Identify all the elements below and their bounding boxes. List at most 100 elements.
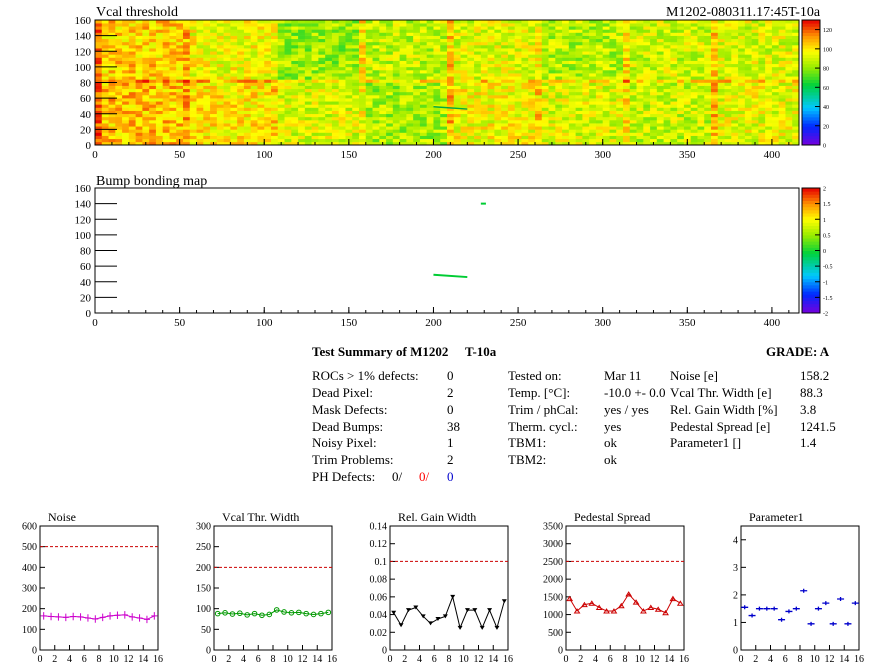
map1-cell — [778, 107, 786, 111]
map1-cell — [697, 85, 705, 90]
map1-cell — [216, 41, 224, 46]
map1-cell — [487, 95, 495, 99]
map1-cell — [467, 129, 475, 133]
map1-cell — [101, 116, 109, 121]
map1-cell — [433, 104, 441, 108]
map1-cell — [230, 32, 238, 36]
map1-cell — [331, 85, 339, 90]
map1-cell — [771, 60, 779, 65]
map1-cell — [467, 141, 475, 146]
map1-cell — [359, 82, 367, 86]
map1-cell — [758, 20, 766, 24]
map1-cell — [311, 35, 319, 40]
map1-cell — [304, 73, 312, 77]
map1-cell — [203, 79, 211, 83]
map2-palette-cell — [802, 263, 820, 267]
map1-cell — [670, 23, 678, 27]
map1-cell — [656, 66, 664, 71]
map1-cell — [595, 110, 603, 115]
map1-cell — [663, 107, 671, 111]
map1-cell — [629, 32, 637, 36]
map1-cell — [677, 38, 685, 43]
map1-cell — [277, 41, 285, 46]
map1-cell — [697, 41, 705, 46]
map1-cell — [189, 60, 197, 65]
map1-cell — [108, 91, 116, 96]
map1-cell — [643, 116, 651, 121]
map1-cell — [311, 73, 319, 77]
map1-cell — [758, 141, 766, 146]
map1-cell — [487, 41, 495, 46]
map1-cell — [528, 29, 536, 33]
map1-cell — [243, 107, 251, 111]
map1-cell — [345, 113, 353, 118]
map1-cell — [210, 101, 218, 105]
map1-cell — [413, 82, 421, 86]
map1-cell — [595, 48, 603, 52]
map1-cell — [101, 79, 109, 83]
map1-cell — [169, 110, 177, 115]
map1-cell — [731, 98, 739, 102]
map1-cell — [738, 98, 746, 102]
map1-cell — [555, 123, 563, 127]
map1-cell — [514, 110, 522, 115]
map1-cell — [419, 110, 427, 115]
map1-cell — [582, 63, 590, 68]
map1-cell — [717, 48, 725, 52]
map1-cell — [372, 113, 380, 118]
map1-cell — [372, 38, 380, 43]
map1-cell — [277, 51, 285, 55]
map1-cell — [135, 135, 143, 140]
map1-cell — [155, 26, 163, 30]
map1-cell — [487, 73, 495, 77]
map1-cell — [595, 20, 603, 24]
map1-cell — [271, 110, 279, 115]
map1-cell — [331, 91, 339, 96]
map1-cell — [386, 107, 394, 111]
map1-cell — [440, 38, 448, 43]
map1-cell — [758, 38, 766, 43]
map1-cell — [257, 104, 265, 108]
map1-cell — [751, 23, 759, 27]
map1-cell — [352, 98, 360, 102]
map1-cell — [589, 79, 597, 83]
map1-cell — [365, 138, 373, 143]
map1-cell — [392, 60, 400, 65]
plot-point — [770, 606, 778, 611]
map1-cell — [264, 129, 272, 133]
map1-cell — [758, 76, 766, 80]
map1-cell — [656, 60, 664, 65]
map1-cell — [704, 101, 712, 105]
map1-cell — [122, 57, 130, 61]
map1-cell — [433, 123, 441, 127]
map1-cell — [284, 26, 292, 30]
map1-cell — [724, 116, 732, 121]
map1-cell — [602, 129, 610, 133]
map1-cell — [122, 135, 130, 140]
map1-cell — [460, 76, 468, 80]
map1-cell — [264, 95, 272, 99]
map1-cell — [595, 82, 603, 86]
map1-cell — [291, 138, 299, 143]
map1-cell — [189, 141, 197, 146]
map2-palette-cell — [802, 228, 820, 233]
map1-cell — [663, 116, 671, 121]
map1-cell — [392, 29, 400, 33]
map1-cell — [162, 91, 170, 96]
map1-cell — [724, 60, 732, 65]
map1-cell — [365, 76, 373, 80]
map1-cell — [311, 107, 319, 111]
map1-cell — [304, 45, 312, 49]
map1-cell — [271, 107, 279, 111]
map1-cell — [629, 135, 637, 140]
map1-cell — [528, 138, 536, 143]
map1-cell — [677, 120, 685, 124]
plot-point — [566, 595, 574, 602]
map1-cell — [345, 48, 353, 52]
map1-cell — [169, 129, 177, 133]
map1-cell — [595, 113, 603, 118]
map1-cell — [325, 66, 333, 71]
plot-point — [662, 609, 669, 616]
map1-cell — [521, 88, 529, 93]
map1-cell — [480, 57, 488, 61]
